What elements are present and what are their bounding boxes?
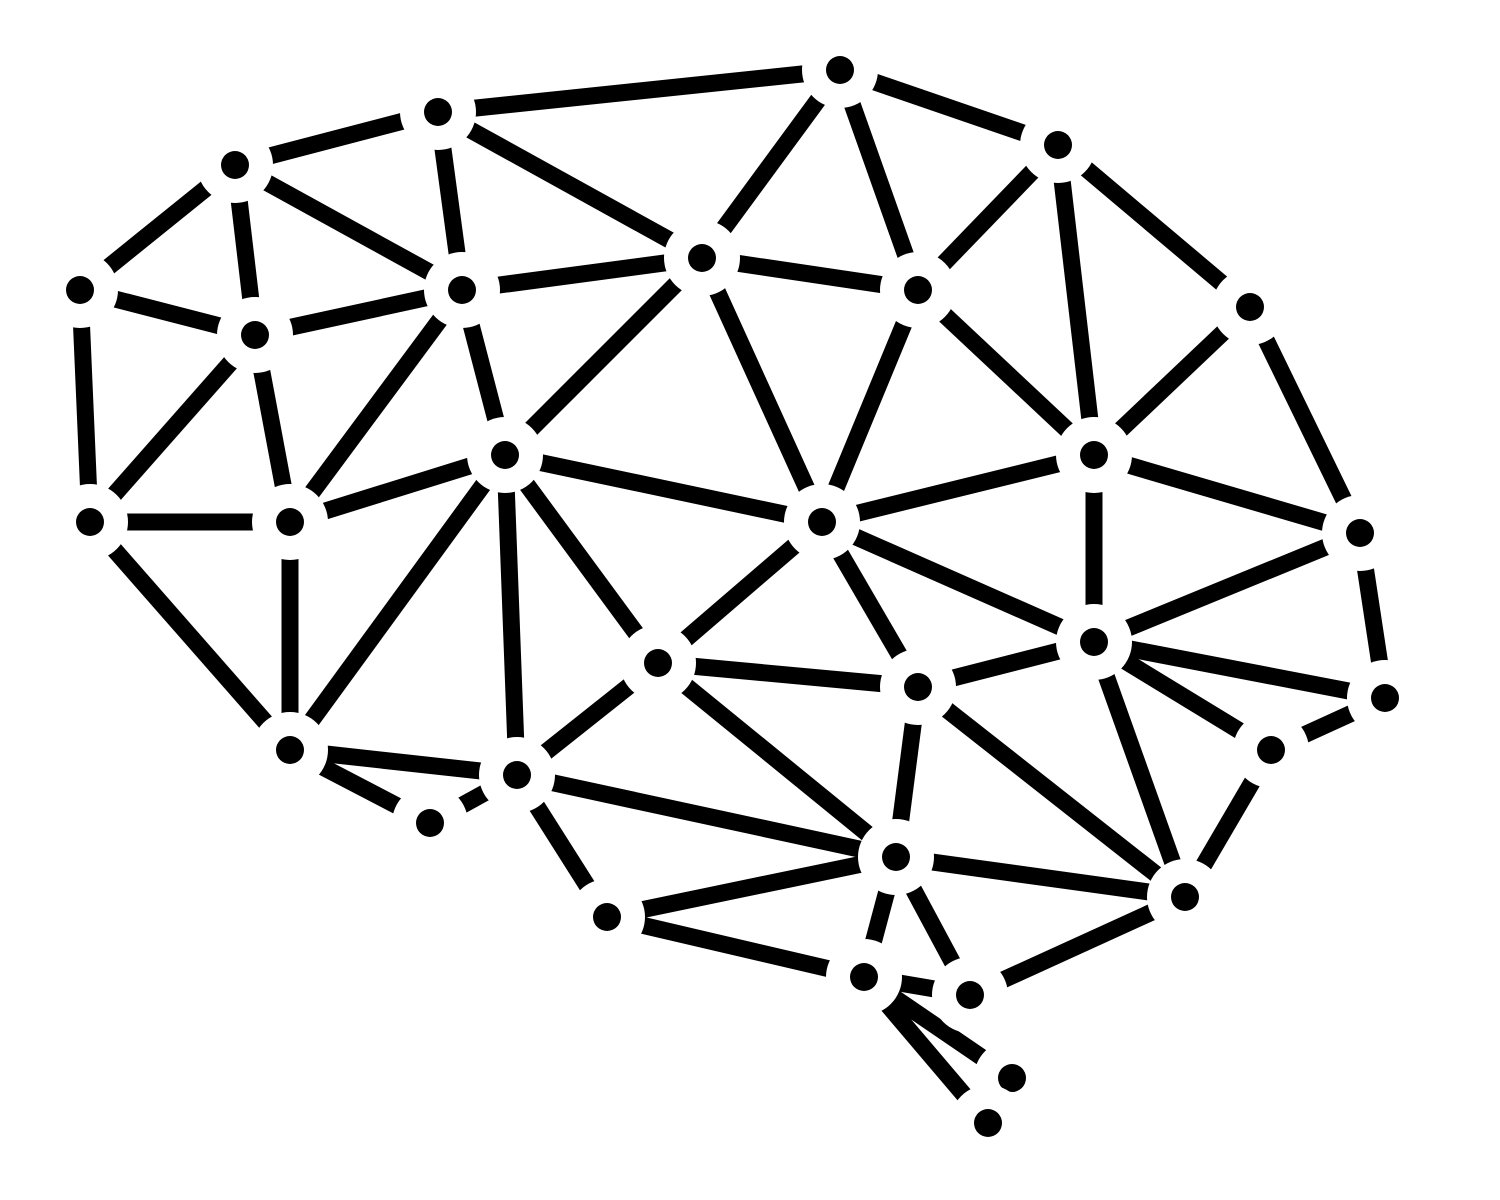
- network-edge: [605, 908, 866, 986]
- network-edge: [496, 454, 526, 776]
- network-edge: [498, 449, 665, 669]
- network-node: [66, 276, 94, 304]
- network-node: [241, 321, 269, 349]
- network-edge: [657, 654, 919, 696]
- network-node: [1171, 883, 1199, 911]
- network-edge: [818, 514, 1098, 650]
- network-edge: [966, 889, 1189, 1003]
- network-node: [956, 981, 984, 1009]
- network-node: [974, 1109, 1002, 1137]
- network-node: [882, 843, 910, 871]
- network-node: [276, 508, 304, 536]
- network-edge: [71, 289, 99, 523]
- network-node: [593, 903, 621, 931]
- network-node: [76, 508, 104, 536]
- network-edge: [694, 254, 830, 526]
- network-node: [416, 809, 444, 837]
- network-edge: [837, 61, 1061, 154]
- network-edge: [289, 741, 518, 784]
- network-edge: [912, 680, 1191, 904]
- network-node: [826, 56, 854, 84]
- network-edge: [460, 249, 704, 299]
- network-edge: [515, 766, 898, 866]
- network-edge: [437, 61, 841, 121]
- network-edge: [1091, 446, 1363, 542]
- network-edge: [831, 67, 927, 293]
- network-node: [448, 276, 476, 304]
- network-edge: [1242, 303, 1368, 537]
- network-edge: [894, 848, 1187, 906]
- network-edge: [695, 64, 847, 264]
- network-node: [424, 98, 452, 126]
- network-edge: [1090, 525, 1364, 650]
- network-edge: [230, 157, 467, 298]
- network-edge: [1049, 144, 1103, 456]
- network-edge: [83, 516, 297, 756]
- network-node: [904, 673, 932, 701]
- network-edge: [498, 251, 709, 462]
- network-node: [503, 761, 531, 789]
- network-node: [998, 1064, 1026, 1092]
- network-edge: [1092, 633, 1387, 707]
- network-node: [1346, 519, 1374, 547]
- network-edge: [605, 848, 898, 926]
- network-node: [1257, 736, 1285, 764]
- network-node: [644, 649, 672, 677]
- network-node: [1080, 628, 1108, 656]
- network-node: [276, 736, 304, 764]
- network-node: [904, 276, 932, 304]
- network-node: [1236, 293, 1264, 321]
- network-edge: [814, 286, 926, 526]
- network-edge: [1085, 639, 1194, 900]
- network-node: [221, 151, 249, 179]
- network-node: [1080, 441, 1108, 469]
- network-edge: [912, 283, 1100, 462]
- network-node: [850, 963, 878, 991]
- network-edge: [819, 446, 1097, 531]
- network-node: [1371, 684, 1399, 712]
- network-edge: [283, 284, 469, 528]
- network-edge: [433, 104, 707, 266]
- network-node: [808, 508, 836, 536]
- network-edge: [1052, 138, 1256, 314]
- network-edge: [83, 329, 262, 528]
- network-nodes: [42, 32, 1423, 1161]
- network-node: [688, 244, 716, 272]
- network-node: [491, 441, 519, 469]
- network-edge: [652, 656, 902, 864]
- network-edge: [283, 449, 512, 756]
- network-node: [1044, 131, 1072, 159]
- network-edge: [503, 446, 824, 531]
